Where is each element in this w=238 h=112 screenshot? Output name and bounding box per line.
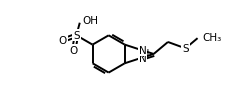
- Text: N: N: [139, 53, 146, 63]
- Text: OH: OH: [83, 15, 99, 25]
- Text: S: S: [73, 31, 80, 41]
- Text: S: S: [182, 44, 189, 54]
- Text: N: N: [139, 46, 146, 56]
- Text: CH₃: CH₃: [203, 33, 222, 43]
- Text: O: O: [59, 36, 67, 46]
- Text: H: H: [142, 49, 150, 59]
- Text: O: O: [70, 45, 78, 55]
